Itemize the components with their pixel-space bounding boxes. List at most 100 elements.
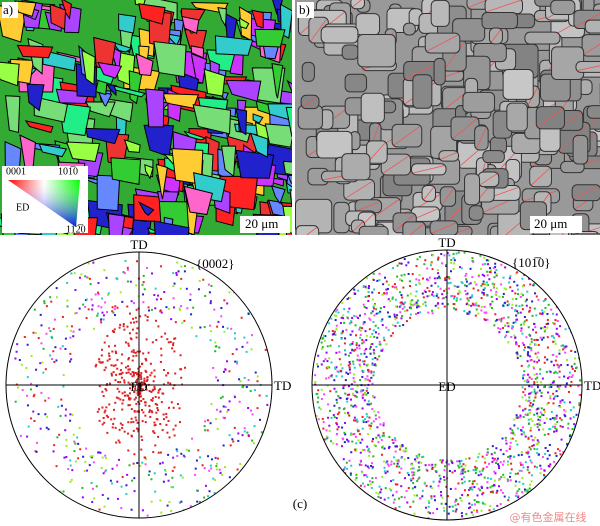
pole-point xyxy=(352,405,355,408)
pole-point xyxy=(450,295,453,298)
pole-point xyxy=(540,327,543,330)
pole-point xyxy=(529,448,532,451)
pole-point xyxy=(467,299,470,302)
pole-point xyxy=(385,292,388,295)
pole-point xyxy=(498,467,501,470)
pole-point xyxy=(134,396,137,399)
pole-point xyxy=(559,325,562,328)
grain xyxy=(192,104,232,135)
grain xyxy=(502,69,534,100)
pole-point xyxy=(160,298,163,301)
grain xyxy=(251,9,264,29)
pole-point xyxy=(224,466,227,469)
pole-point xyxy=(564,328,567,331)
pole-point xyxy=(166,338,169,341)
pole-point xyxy=(127,365,130,368)
pole-point xyxy=(475,460,478,463)
pole-point xyxy=(494,313,497,316)
pole-point xyxy=(323,334,326,337)
pole-point xyxy=(180,265,183,268)
pole-title: {0002} xyxy=(196,256,234,271)
twin-boundary xyxy=(368,142,386,162)
pole-point xyxy=(138,365,141,368)
pole-point xyxy=(484,461,487,464)
pole-point xyxy=(460,281,463,284)
pole-point xyxy=(474,469,477,472)
pole-point xyxy=(528,399,531,402)
pole-point xyxy=(450,258,453,261)
pole-point xyxy=(147,474,150,477)
pole-point xyxy=(234,360,237,363)
pole-point xyxy=(251,439,254,442)
pole-point xyxy=(473,281,476,284)
pole-point xyxy=(249,390,252,393)
pole-point xyxy=(448,277,451,280)
pole-point xyxy=(328,357,331,360)
grain xyxy=(235,108,248,136)
pole-point xyxy=(510,468,513,471)
pole-point xyxy=(360,389,363,392)
pole-point xyxy=(135,332,138,335)
pole-point xyxy=(541,338,544,341)
pole-point xyxy=(547,401,550,404)
pole-point xyxy=(126,305,129,308)
pole-point xyxy=(439,491,442,494)
pole-point xyxy=(251,413,254,416)
pole-point xyxy=(532,283,535,286)
pole-point xyxy=(364,464,367,467)
pole-point xyxy=(480,305,483,308)
pole-point xyxy=(165,416,168,419)
pole-point xyxy=(343,342,346,345)
pole-point xyxy=(482,292,485,295)
twin-boundary xyxy=(356,201,380,212)
pole-point xyxy=(466,292,469,295)
pole-point xyxy=(400,485,403,488)
pole-point xyxy=(427,505,430,508)
pole-point xyxy=(369,335,372,338)
pole-point xyxy=(131,328,134,331)
pole-point xyxy=(85,317,88,320)
pole-point xyxy=(121,353,124,356)
twin-boundary xyxy=(427,34,459,52)
pole-point xyxy=(527,490,530,493)
pole-point xyxy=(340,337,343,340)
pole-point xyxy=(347,385,350,388)
pole-point xyxy=(367,447,370,450)
pole-point xyxy=(547,433,550,436)
pole-point xyxy=(355,395,358,398)
pole-point xyxy=(531,300,534,303)
pole-point xyxy=(501,295,504,298)
pole-point xyxy=(530,405,533,408)
pole-point xyxy=(168,500,171,503)
pole-point xyxy=(101,311,104,314)
pole-point xyxy=(418,305,421,308)
pole-point xyxy=(72,330,75,333)
pole-point xyxy=(492,459,495,462)
pole-point xyxy=(195,335,198,338)
pole-point xyxy=(414,458,417,461)
pole-point xyxy=(473,503,476,506)
pole-point xyxy=(541,309,544,312)
pole-point xyxy=(398,465,401,468)
pole-point xyxy=(372,374,375,377)
pole-point xyxy=(92,461,95,464)
pole-point xyxy=(238,400,241,403)
pole-point xyxy=(210,330,213,333)
pole-point xyxy=(506,478,509,481)
pole-point xyxy=(407,486,410,489)
pole-point xyxy=(376,358,379,361)
pole-point xyxy=(530,377,533,380)
pole-point xyxy=(370,464,373,467)
pole-point xyxy=(345,467,348,470)
pole-point xyxy=(351,330,354,333)
pole-point xyxy=(558,352,561,355)
pole-point xyxy=(378,272,381,275)
pole-point xyxy=(480,473,483,476)
pole-point xyxy=(529,459,532,462)
pole-point xyxy=(400,496,403,499)
pole-point xyxy=(218,346,221,349)
pole-point xyxy=(44,413,47,416)
pole-point xyxy=(409,292,412,295)
pole-point xyxy=(416,258,419,261)
pole-point xyxy=(383,292,386,295)
